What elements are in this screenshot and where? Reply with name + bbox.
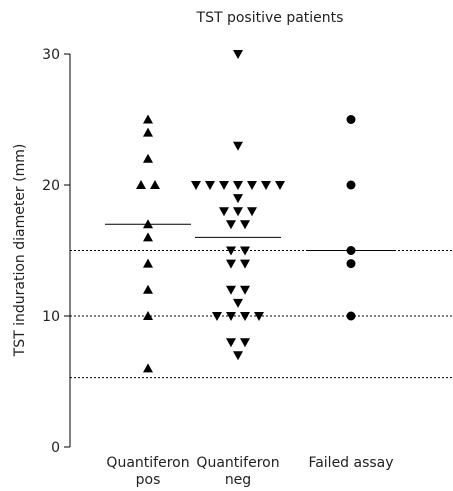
point	[240, 259, 250, 269]
point	[219, 207, 229, 217]
x-tick-label: Quantiferon pos	[106, 455, 190, 488]
point	[143, 114, 153, 124]
point	[240, 338, 250, 348]
point	[136, 180, 146, 189]
point	[143, 363, 153, 373]
point	[150, 180, 160, 189]
point	[261, 181, 271, 190]
point	[247, 207, 257, 217]
point	[275, 181, 285, 190]
y-axis-label: TST induration diameter (mm)	[12, 144, 28, 358]
point	[240, 285, 250, 295]
point	[212, 312, 222, 321]
point	[143, 232, 153, 242]
point	[240, 246, 250, 256]
point	[233, 194, 243, 204]
point	[226, 338, 236, 348]
y-tick-label: 0	[51, 440, 60, 456]
point	[240, 220, 250, 230]
point	[346, 259, 356, 269]
point	[233, 298, 243, 308]
y-tick-label: 20	[42, 178, 60, 194]
chart-title: TST positive patients	[196, 10, 344, 26]
point	[247, 181, 257, 190]
point	[226, 220, 236, 230]
point	[226, 312, 236, 321]
point	[219, 181, 229, 190]
point	[240, 312, 250, 321]
point	[233, 181, 243, 190]
point	[254, 312, 264, 321]
point	[143, 127, 153, 137]
point	[143, 284, 153, 294]
point	[233, 141, 243, 151]
y-tick-label: 30	[42, 47, 60, 63]
point	[226, 285, 236, 295]
point	[143, 258, 153, 268]
point	[346, 115, 356, 124]
point	[233, 207, 243, 217]
x-tick-label: Failed assay	[308, 455, 394, 471]
point	[346, 246, 356, 255]
point	[205, 181, 215, 190]
point	[226, 246, 236, 256]
point	[191, 181, 201, 190]
point	[346, 311, 356, 321]
y-tick-label: 10	[42, 309, 60, 325]
point	[143, 311, 153, 320]
x-tick-label: Quantiferon neg	[196, 455, 280, 488]
point	[143, 219, 153, 229]
point	[143, 153, 153, 163]
point	[233, 351, 243, 361]
point	[346, 180, 356, 190]
point	[233, 50, 243, 59]
point	[226, 259, 236, 269]
